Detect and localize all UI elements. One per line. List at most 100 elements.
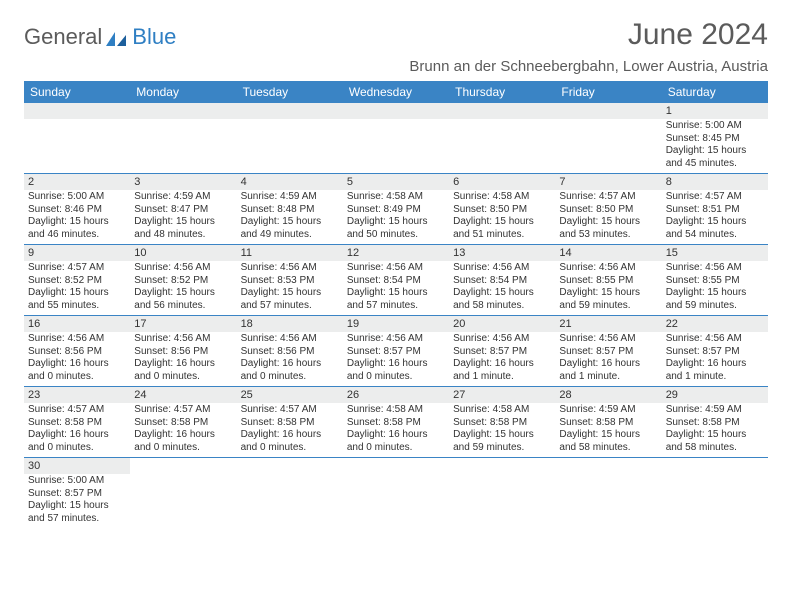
day-cell: 22Sunrise: 4:56 AMSunset: 8:57 PMDayligh…: [662, 316, 768, 386]
empty-day: [24, 103, 130, 119]
sail-icon: [104, 28, 130, 46]
sunset-text: Sunset: 8:58 PM: [559, 417, 657, 430]
sunrise-text: Sunrise: 4:59 AM: [666, 404, 764, 417]
day-data: Sunrise: 4:57 AMSunset: 8:50 PMDaylight:…: [555, 190, 661, 244]
sunrise-text: Sunrise: 4:56 AM: [347, 262, 445, 275]
day-cell: [237, 458, 343, 528]
day-data: Sunrise: 4:56 AMSunset: 8:55 PMDaylight:…: [662, 261, 768, 315]
day-data: Sunrise: 4:58 AMSunset: 8:58 PMDaylight:…: [449, 403, 555, 457]
weeks-container: 1Sunrise: 5:00 AMSunset: 8:45 PMDaylight…: [24, 103, 768, 528]
day-cell: 18Sunrise: 4:56 AMSunset: 8:56 PMDayligh…: [237, 316, 343, 386]
daylight-text: Daylight: 16 hours and 0 minutes.: [347, 358, 445, 383]
day-number: 20: [449, 316, 555, 332]
calendar-page: General Blue June 2024 Brunn an der Schn…: [0, 0, 792, 546]
day-cell: [555, 103, 661, 173]
sunset-text: Sunset: 8:46 PM: [28, 204, 126, 217]
sunrise-text: Sunrise: 4:56 AM: [241, 262, 339, 275]
daylight-text: Daylight: 15 hours and 58 minutes.: [666, 429, 764, 454]
empty-day: [555, 103, 661, 119]
day-cell: 24Sunrise: 4:57 AMSunset: 8:58 PMDayligh…: [130, 387, 236, 457]
day-number: 21: [555, 316, 661, 332]
sunset-text: Sunset: 8:54 PM: [453, 275, 551, 288]
brand-logo: General Blue: [24, 24, 176, 50]
sunrise-text: Sunrise: 4:56 AM: [134, 333, 232, 346]
day-number: 24: [130, 387, 236, 403]
day-data: Sunrise: 4:56 AMSunset: 8:54 PMDaylight:…: [449, 261, 555, 315]
day-data: Sunrise: 4:56 AMSunset: 8:55 PMDaylight:…: [555, 261, 661, 315]
sunset-text: Sunset: 8:55 PM: [666, 275, 764, 288]
sunset-text: Sunset: 8:56 PM: [28, 346, 126, 359]
sunset-text: Sunset: 8:52 PM: [134, 275, 232, 288]
sunset-text: Sunset: 8:57 PM: [453, 346, 551, 359]
sunset-text: Sunset: 8:57 PM: [559, 346, 657, 359]
sunrise-text: Sunrise: 4:56 AM: [559, 333, 657, 346]
sunset-text: Sunset: 8:58 PM: [241, 417, 339, 430]
day-cell: 25Sunrise: 4:57 AMSunset: 8:58 PMDayligh…: [237, 387, 343, 457]
day-cell: 29Sunrise: 4:59 AMSunset: 8:58 PMDayligh…: [662, 387, 768, 457]
sunset-text: Sunset: 8:58 PM: [453, 417, 551, 430]
sunset-text: Sunset: 8:58 PM: [134, 417, 232, 430]
day-number: 29: [662, 387, 768, 403]
day-number: 16: [24, 316, 130, 332]
day-data: Sunrise: 4:56 AMSunset: 8:57 PMDaylight:…: [555, 332, 661, 386]
empty-day: [449, 103, 555, 119]
day-number: 17: [130, 316, 236, 332]
day-cell: 9Sunrise: 4:57 AMSunset: 8:52 PMDaylight…: [24, 245, 130, 315]
location-text: Brunn an der Schneebergbahn, Lower Austr…: [409, 58, 768, 75]
day-data: Sunrise: 4:57 AMSunset: 8:58 PMDaylight:…: [237, 403, 343, 457]
daylight-text: Daylight: 15 hours and 59 minutes.: [666, 287, 764, 312]
daylight-text: Daylight: 15 hours and 58 minutes.: [453, 287, 551, 312]
day-number: 18: [237, 316, 343, 332]
day-data: Sunrise: 4:57 AMSunset: 8:58 PMDaylight:…: [24, 403, 130, 457]
day-cell: 23Sunrise: 4:57 AMSunset: 8:58 PMDayligh…: [24, 387, 130, 457]
brand-part1: General: [24, 24, 102, 50]
month-title: June 2024: [409, 18, 768, 52]
day-number: 2: [24, 174, 130, 190]
day-cell: 17Sunrise: 4:56 AMSunset: 8:56 PMDayligh…: [130, 316, 236, 386]
empty-day: [130, 103, 236, 119]
sunset-text: Sunset: 8:57 PM: [28, 488, 126, 501]
empty-day: [343, 103, 449, 119]
daylight-text: Daylight: 15 hours and 56 minutes.: [134, 287, 232, 312]
day-cell: 19Sunrise: 4:56 AMSunset: 8:57 PMDayligh…: [343, 316, 449, 386]
day-number: 5: [343, 174, 449, 190]
weekday-header: Wednesday: [343, 81, 449, 103]
week-row: 1Sunrise: 5:00 AMSunset: 8:45 PMDaylight…: [24, 103, 768, 174]
daylight-text: Daylight: 15 hours and 58 minutes.: [559, 429, 657, 454]
day-data: Sunrise: 5:00 AMSunset: 8:46 PMDaylight:…: [24, 190, 130, 244]
sunrise-text: Sunrise: 5:00 AM: [28, 475, 126, 488]
sunrise-text: Sunrise: 4:56 AM: [559, 262, 657, 275]
daylight-text: Daylight: 16 hours and 0 minutes.: [28, 358, 126, 383]
day-number: 28: [555, 387, 661, 403]
day-number: 9: [24, 245, 130, 261]
day-data: Sunrise: 4:56 AMSunset: 8:52 PMDaylight:…: [130, 261, 236, 315]
daylight-text: Daylight: 16 hours and 0 minutes.: [241, 429, 339, 454]
day-data: Sunrise: 4:59 AMSunset: 8:48 PMDaylight:…: [237, 190, 343, 244]
sunrise-text: Sunrise: 4:58 AM: [453, 191, 551, 204]
day-cell: 26Sunrise: 4:58 AMSunset: 8:58 PMDayligh…: [343, 387, 449, 457]
sunset-text: Sunset: 8:47 PM: [134, 204, 232, 217]
sunset-text: Sunset: 8:56 PM: [241, 346, 339, 359]
day-number: 7: [555, 174, 661, 190]
day-cell: [555, 458, 661, 528]
daylight-text: Daylight: 16 hours and 1 minute.: [559, 358, 657, 383]
day-cell: [343, 103, 449, 173]
daylight-text: Daylight: 15 hours and 53 minutes.: [559, 216, 657, 241]
day-number: 13: [449, 245, 555, 261]
header: General Blue June 2024 Brunn an der Schn…: [24, 18, 768, 75]
daylight-text: Daylight: 16 hours and 1 minute.: [453, 358, 551, 383]
day-number: 11: [237, 245, 343, 261]
day-cell: 30Sunrise: 5:00 AMSunset: 8:57 PMDayligh…: [24, 458, 130, 528]
daylight-text: Daylight: 15 hours and 45 minutes.: [666, 145, 764, 170]
weekday-header: Tuesday: [237, 81, 343, 103]
day-data: Sunrise: 4:56 AMSunset: 8:56 PMDaylight:…: [130, 332, 236, 386]
day-data: Sunrise: 4:59 AMSunset: 8:47 PMDaylight:…: [130, 190, 236, 244]
daylight-text: Daylight: 16 hours and 0 minutes.: [241, 358, 339, 383]
sunrise-text: Sunrise: 5:00 AM: [28, 191, 126, 204]
sunset-text: Sunset: 8:53 PM: [241, 275, 339, 288]
day-data: Sunrise: 4:56 AMSunset: 8:57 PMDaylight:…: [449, 332, 555, 386]
daylight-text: Daylight: 15 hours and 57 minutes.: [241, 287, 339, 312]
day-cell: 8Sunrise: 4:57 AMSunset: 8:51 PMDaylight…: [662, 174, 768, 244]
day-cell: 4Sunrise: 4:59 AMSunset: 8:48 PMDaylight…: [237, 174, 343, 244]
sunset-text: Sunset: 8:57 PM: [666, 346, 764, 359]
